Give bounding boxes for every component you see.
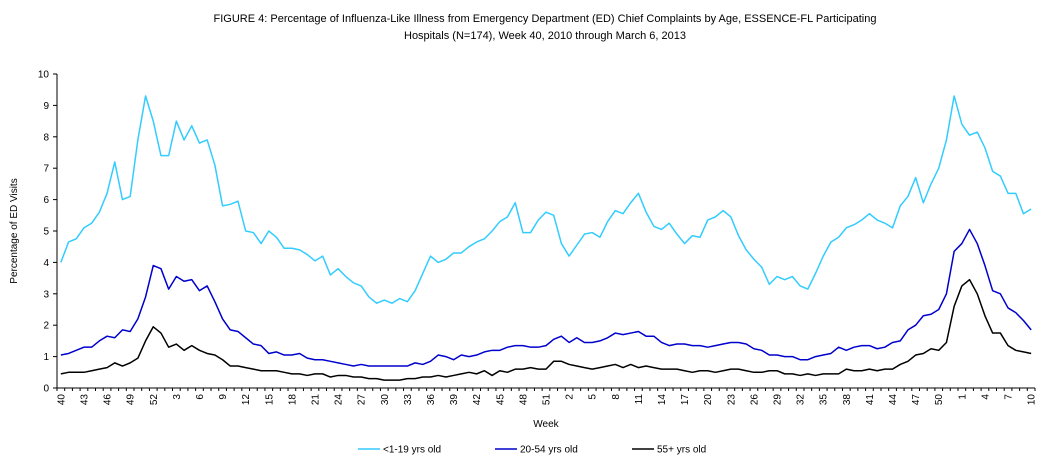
y-tick-label: 7 [43, 164, 49, 175]
x-tick-label: 42 [472, 394, 483, 406]
x-tick-label: 27 [357, 394, 368, 406]
x-tick-label: 7 [1004, 394, 1015, 400]
x-tick-label: 47 [911, 394, 922, 406]
x-tick-label: 49 [126, 394, 137, 406]
x-tick-label: 40 [56, 394, 67, 406]
x-tick-label: 33 [403, 394, 414, 406]
x-tick-label: 15 [264, 394, 275, 406]
legend-label: 55+ yrs old [657, 445, 706, 456]
x-tick-label: 14 [657, 394, 668, 406]
x-tick-label: 48 [518, 394, 529, 406]
y-tick-label: 9 [43, 101, 49, 112]
x-tick-label: 23 [726, 394, 737, 406]
x-axis-label: Week [533, 419, 559, 430]
x-tick-label: 38 [842, 394, 853, 406]
x-tick-label: 6 [195, 394, 206, 400]
x-tick-label: 20 [703, 394, 714, 406]
x-tick-label: 30 [380, 394, 391, 406]
y-tick-label: 6 [43, 195, 49, 206]
series-line [60, 278, 1032, 381]
x-tick-label: 29 [773, 394, 784, 406]
x-tick-label: 50 [934, 394, 945, 406]
series-line [60, 228, 1032, 367]
x-tick-label: 10 [1027, 394, 1037, 406]
legend-label: 20-54 yrs old [520, 445, 578, 456]
y-tick-label: 10 [38, 70, 50, 81]
x-tick-label: 8 [611, 394, 622, 400]
x-tick-label: 3 [172, 394, 183, 400]
legend-label: <1-19 yrs old [383, 445, 441, 456]
x-tick-label: 1 [957, 394, 968, 400]
x-tick-label: 44 [888, 394, 899, 406]
x-tick-label: 2 [565, 394, 576, 400]
x-tick-label: 45 [495, 394, 506, 406]
y-axis-label: Percentage of ED Visits [9, 178, 20, 283]
x-tick-label: 51 [542, 394, 553, 406]
x-tick-label: 5 [588, 394, 599, 400]
x-tick-label: 21 [310, 394, 321, 406]
x-tick-label: 11 [634, 394, 645, 405]
y-tick-label: 2 [43, 321, 49, 332]
x-tick-label: 17 [680, 394, 691, 406]
y-tick-label: 5 [43, 227, 49, 238]
x-tick-label: 24 [334, 394, 345, 406]
y-tick-label: 8 [43, 132, 49, 143]
y-tick-label: 1 [43, 352, 49, 363]
x-tick-label: 32 [796, 394, 807, 406]
chart-title: Hospitals (N=174), Week 40, 2010 through… [404, 30, 686, 42]
series-line [60, 95, 1032, 304]
x-tick-label: 4 [980, 394, 991, 400]
x-tick-label: 12 [241, 394, 252, 406]
x-tick-label: 9 [218, 394, 229, 400]
chart-title: FIGURE 4: Percentage of Influenza-Like I… [214, 13, 877, 25]
y-tick-label: 0 [43, 384, 49, 395]
x-tick-label: 41 [865, 394, 876, 406]
x-tick-label: 43 [79, 394, 90, 406]
x-tick-label: 52 [149, 394, 160, 406]
x-tick-label: 46 [103, 394, 114, 406]
y-tick-label: 3 [43, 289, 49, 300]
x-tick-label: 39 [449, 394, 460, 406]
x-tick-label: 35 [819, 394, 830, 406]
x-tick-label: 26 [749, 394, 760, 406]
y-tick-label: 4 [43, 258, 49, 269]
x-tick-label: 18 [287, 394, 298, 406]
x-tick-label: 36 [426, 394, 437, 406]
